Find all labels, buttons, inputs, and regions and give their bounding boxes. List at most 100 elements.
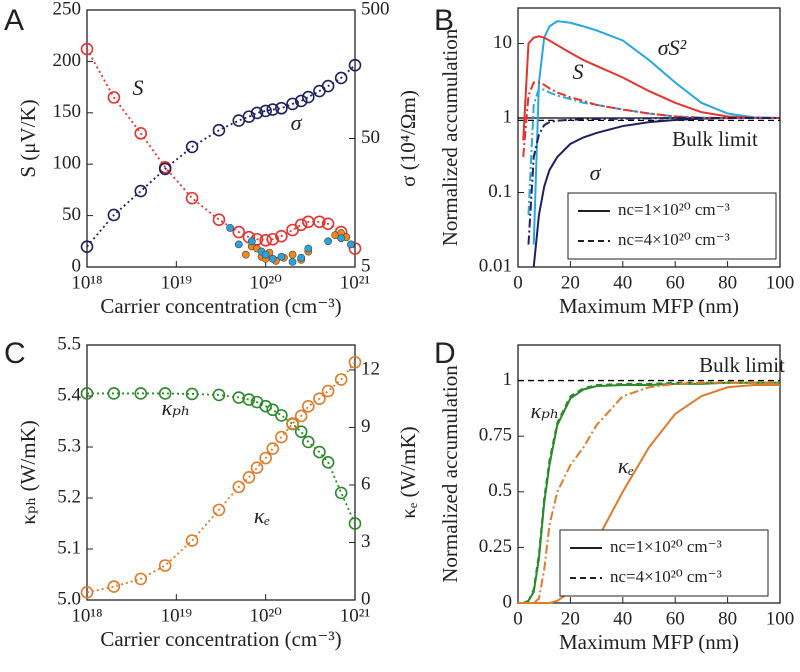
x-tick-label: 20 xyxy=(561,272,580,293)
series-line xyxy=(522,81,780,158)
point-marker xyxy=(134,127,148,140)
point-marker xyxy=(259,399,272,413)
point-marker xyxy=(286,97,299,111)
point-marker xyxy=(107,91,121,104)
data-point xyxy=(234,240,243,249)
point-marker xyxy=(294,409,308,423)
point-marker xyxy=(321,384,335,398)
series-line xyxy=(522,35,781,141)
curve-label: κₚₕ xyxy=(531,398,560,423)
point-marker xyxy=(275,409,288,422)
point-marker xyxy=(107,580,121,593)
x-tick-label: 0 xyxy=(513,272,523,293)
data-point xyxy=(304,244,313,253)
x-axis-label: Maximum MFP (nm) xyxy=(559,294,739,318)
y2-tick-label: 0 xyxy=(361,588,371,609)
curve-label: σ xyxy=(291,110,303,135)
point-marker xyxy=(80,240,94,253)
point-marker xyxy=(294,94,308,108)
y2-axis-label: κₑ (W/mK) xyxy=(396,426,420,518)
point-marker xyxy=(185,387,199,401)
x-tick-label: 60 xyxy=(666,272,685,293)
annotation: Bulk limit xyxy=(672,127,758,151)
panel-letter: A xyxy=(4,4,24,37)
point-marker xyxy=(301,90,315,104)
point-marker xyxy=(294,218,308,232)
y-tick-label: 5.1 xyxy=(57,537,81,558)
annotation: Bulk limit xyxy=(699,353,785,377)
point-marker xyxy=(242,393,256,406)
y-tick-label: 0.01 xyxy=(479,255,512,276)
point-marker xyxy=(266,442,280,455)
legend-label: nc=4×10²⁰ cm⁻³ xyxy=(618,230,730,249)
y-tick-label: 0 xyxy=(72,255,82,276)
y-tick-label: 250 xyxy=(53,0,82,19)
plot-frame xyxy=(517,7,781,268)
x-axis-label: Carrier concentration (cm⁻³) xyxy=(100,627,341,651)
y-tick-label: 5.0 xyxy=(57,588,81,609)
point-marker xyxy=(107,387,121,400)
legend-label: nc=1×10²⁰ cm⁻³ xyxy=(618,200,730,219)
point-marker xyxy=(301,400,315,413)
point-marker xyxy=(242,470,256,484)
point-marker xyxy=(158,387,172,400)
point-marker xyxy=(134,184,148,198)
x-tick-label: 10¹⁹ xyxy=(161,272,193,293)
point-marker xyxy=(334,71,348,85)
curve-label: κₑ xyxy=(618,453,635,478)
point-marker xyxy=(185,191,199,205)
point-marker xyxy=(348,355,362,369)
legend-box xyxy=(559,529,769,597)
series-line xyxy=(86,361,356,594)
point-marker xyxy=(266,232,280,246)
legend-label: nc=4×10²⁰ cm⁻³ xyxy=(610,567,722,586)
y-tick-label: 0.75 xyxy=(479,425,512,446)
y-axis-label: κₚₕ (W/mK) xyxy=(16,420,40,524)
data-point xyxy=(241,250,250,259)
data-point xyxy=(288,250,297,259)
point-marker xyxy=(348,517,362,530)
y2-tick-label: 50 xyxy=(361,127,380,148)
x-tick-label: 80 xyxy=(718,608,737,629)
point-marker xyxy=(242,110,256,123)
point-marker xyxy=(313,392,326,405)
y-axis-label: Normalized accumulation xyxy=(438,28,462,246)
y-tick-label: 0 xyxy=(503,591,513,612)
point-marker xyxy=(185,140,199,154)
panel-letter: C xyxy=(4,337,26,370)
y2-tick-label: 3 xyxy=(361,531,371,552)
y-tick-label: 50 xyxy=(62,204,81,225)
x-tick-label: 40 xyxy=(613,272,632,293)
curve-label: κₚₕ xyxy=(162,395,191,420)
y-tick-label: 150 xyxy=(53,101,82,122)
point-marker xyxy=(301,435,315,449)
series-line xyxy=(527,117,780,245)
curve-label: σS² xyxy=(658,35,687,60)
x-tick-label: 40 xyxy=(613,608,632,629)
y2-tick-label: 6 xyxy=(361,473,371,494)
point-marker xyxy=(158,559,172,572)
point-marker xyxy=(80,387,94,400)
y-axis-label: S (μV/K) xyxy=(16,99,40,177)
point-marker xyxy=(212,503,226,517)
x-tick-label: 10²¹ xyxy=(340,605,371,626)
point-marker xyxy=(232,225,246,239)
series-line xyxy=(87,392,356,524)
point-marker xyxy=(212,213,226,227)
point-marker xyxy=(348,242,362,255)
curve-label: σ xyxy=(590,160,602,185)
x-tick-label: 80 xyxy=(718,272,737,293)
y-tick-label: 1 xyxy=(503,106,513,127)
data-point xyxy=(247,237,256,246)
curve-label: S xyxy=(573,59,584,84)
y-tick-label: 1 xyxy=(503,369,513,390)
x-tick-label: 20 xyxy=(561,608,580,629)
point-marker xyxy=(313,445,326,459)
data-point xyxy=(268,254,277,263)
point-marker xyxy=(80,586,94,599)
x-tick-label: 10¹⁸ xyxy=(71,272,102,293)
point-marker xyxy=(107,208,121,222)
point-marker xyxy=(321,79,335,93)
